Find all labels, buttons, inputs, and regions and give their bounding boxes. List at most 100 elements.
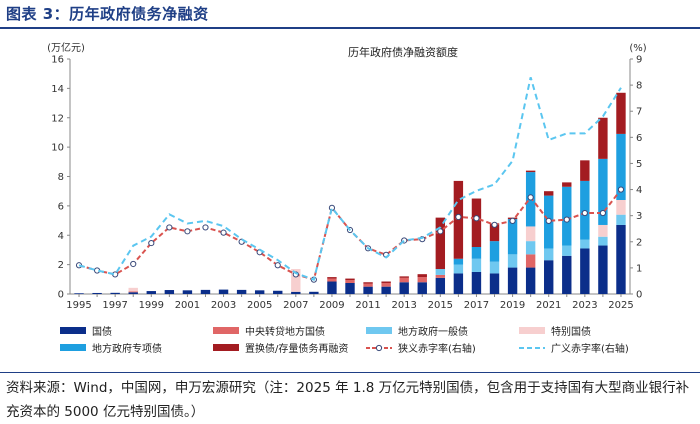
legend-label-地方政府专项债: 地方政府专项债 — [92, 342, 162, 355]
bar-地方政府专项债-2025 — [616, 133, 626, 200]
bar-地方政府一般债-2018 — [489, 261, 500, 274]
x-tick-label: 2001 — [175, 300, 200, 311]
legend-swatch-中央转贷地方国债 — [213, 327, 239, 334]
legend-label-中央转贷地方国债: 中央转贷地方国债 — [245, 325, 325, 338]
bar-特别国债-2020 — [525, 226, 536, 242]
x-tick-label: 2025 — [608, 300, 633, 311]
y-left-tick-label: 14 — [51, 84, 64, 95]
bar-中央转贷地方国债-2012 — [381, 282, 391, 287]
legend-swatch-地方政府一般债 — [366, 327, 392, 334]
bar-国债-2006 — [273, 290, 283, 294]
bar-中央转贷地方国债-2009 — [327, 278, 337, 282]
y-right-tick-label: 5 — [636, 159, 642, 170]
chart: 历年政府债净融资额度 (万亿元) (%) 0246810121416012345… — [47, 41, 647, 355]
y-right-tick-label: 7 — [636, 107, 642, 118]
bar-国债-2021 — [544, 260, 554, 294]
bar-国债-2005 — [254, 290, 265, 294]
point-狭义赤字率(右轴)-2020 — [527, 194, 534, 201]
x-tick-label: 1995 — [66, 300, 91, 311]
bar-置换债/存量债务再融资-2021 — [544, 191, 554, 196]
bar-国债-2004 — [236, 289, 247, 294]
x-tick-label: 2023 — [572, 300, 597, 311]
bar-置换债/存量债务再融资-2017 — [471, 198, 482, 247]
bar-中央转贷地方国债-2010 — [345, 280, 355, 283]
x-tick-label: 2007 — [283, 300, 308, 311]
bar-国债-2022 — [562, 255, 572, 294]
bar-地方政府一般债-2024 — [598, 236, 608, 246]
bar-地方政府专项债-2017 — [471, 247, 482, 259]
legend-swatch-国债 — [60, 327, 86, 334]
bar-特别国债-1998 — [128, 287, 138, 292]
y-left-tick-label: 8 — [58, 172, 64, 183]
bar-国债-2018 — [489, 273, 500, 294]
bar-国债-2010 — [345, 282, 355, 294]
bar-国债-2020 — [525, 267, 536, 294]
x-tick-label: 2011 — [355, 300, 380, 311]
bar-地方政府一般债-2020 — [525, 241, 536, 255]
bar-国债-2024 — [598, 245, 608, 294]
y-left-tick-label: 12 — [51, 113, 64, 124]
title-rule — [0, 27, 700, 29]
chart-title: 历年政府债净融资额度 — [348, 45, 458, 59]
bar-中央转贷地方国债-2013 — [399, 277, 409, 283]
bar-特别国债-2025 — [616, 200, 626, 215]
line-狭义赤字率(右轴) — [78, 188, 622, 281]
legend-label-狭义赤字率(右轴): 狭义赤字率(右轴) — [398, 342, 476, 355]
y-axis-right-label: (%) — [629, 43, 646, 54]
figure-title: 图表 3：历年政府债务净融资 — [6, 5, 209, 23]
x-tick-label: 2005 — [247, 300, 272, 311]
x-tick-label: 1999 — [139, 300, 164, 311]
point-狭义赤字率(右轴)-2023 — [581, 209, 588, 217]
y-left-tick-label: 2 — [58, 260, 64, 271]
bar-置换债/存量债务再融资-2009 — [327, 277, 337, 279]
bar-地方政府专项债-2019 — [507, 219, 518, 255]
bar-国债-2025 — [616, 224, 626, 294]
point-狭义赤字率(右轴)-2025 — [617, 186, 625, 193]
y-left-tick-label: 10 — [51, 143, 64, 154]
legend-label-广义赤字率(右轴): 广义赤字率(右轴) — [551, 342, 629, 355]
bar-置换债/存量债务再融资-2018 — [489, 223, 500, 242]
bar-置换债/存量债务再融资-2012 — [381, 281, 391, 283]
legend-swatch-地方政府专项债 — [60, 344, 86, 351]
point-狭义赤字率(右轴)-2015 — [437, 228, 444, 235]
legend-label-置换债/存量债务再融资: 置换债/存量债务再融资 — [245, 342, 348, 355]
x-tick-label: 2019 — [500, 300, 525, 311]
bar-置换债/存量债务再融资-2023 — [580, 160, 590, 181]
y-right-tick-label: 2 — [636, 237, 642, 248]
point-狭义赤字率(右轴)-2000 — [166, 224, 173, 231]
y-right-tick-label: 1 — [636, 263, 642, 274]
bar-地方政府专项债-2016 — [453, 258, 464, 265]
source-note: 资料来源：Wind，中国网，申万宏源研究（注：2025 年 1.8 万亿元特别国… — [6, 380, 690, 420]
bar-地方政府一般债-2021 — [544, 248, 554, 261]
bar-置换债/存量债务再融资-2010 — [345, 278, 355, 281]
line-广义赤字率(右轴) — [78, 77, 622, 281]
bar-置换债/存量债务再融资-2020 — [525, 170, 536, 173]
point-狭义赤字率(右轴)-2001 — [184, 228, 191, 235]
bar-国债-2007 — [291, 291, 301, 294]
point-狭义赤字率(右轴)-2019 — [509, 217, 516, 224]
bar-国债-2002 — [200, 289, 211, 294]
y-axis-left-label: (万亿元) — [47, 41, 85, 54]
bar-中央转贷地方国债-2014 — [417, 277, 427, 283]
bar-地方政府一般债-2023 — [580, 239, 590, 249]
y-left-tick-label: 4 — [58, 231, 64, 242]
point-狭义赤字率(右轴)-2018 — [491, 221, 498, 228]
bar-国债-2008 — [309, 291, 319, 294]
legend-label-国债: 国债 — [92, 325, 112, 338]
bar-地方政府一般债-2019 — [507, 254, 518, 268]
bar-国债-2023 — [580, 248, 590, 294]
bar-国债-2015 — [435, 277, 446, 294]
bar-国债-1998 — [128, 292, 138, 294]
bar-置换债/存量债务再融资-2013 — [399, 276, 409, 278]
bar-置换债/存量债务再融资-2024 — [598, 117, 608, 159]
legend-label-地方政府一般债: 地方政府一般债 — [398, 325, 468, 338]
bar-国债-2014 — [417, 282, 427, 294]
x-tick-label: 1997 — [102, 300, 127, 311]
y-right-tick-label: 9 — [636, 55, 642, 66]
point-狭义赤字率(右轴)-2021 — [545, 217, 552, 224]
y-right-tick-label: 4 — [636, 185, 642, 196]
bar-中央转贷地方国债-2015 — [435, 274, 446, 278]
point-狭义赤字率(右轴)-2003 — [220, 229, 227, 236]
bar-中央转贷地方国债-2020 — [525, 254, 536, 268]
x-tick-label: 2003 — [211, 300, 236, 311]
